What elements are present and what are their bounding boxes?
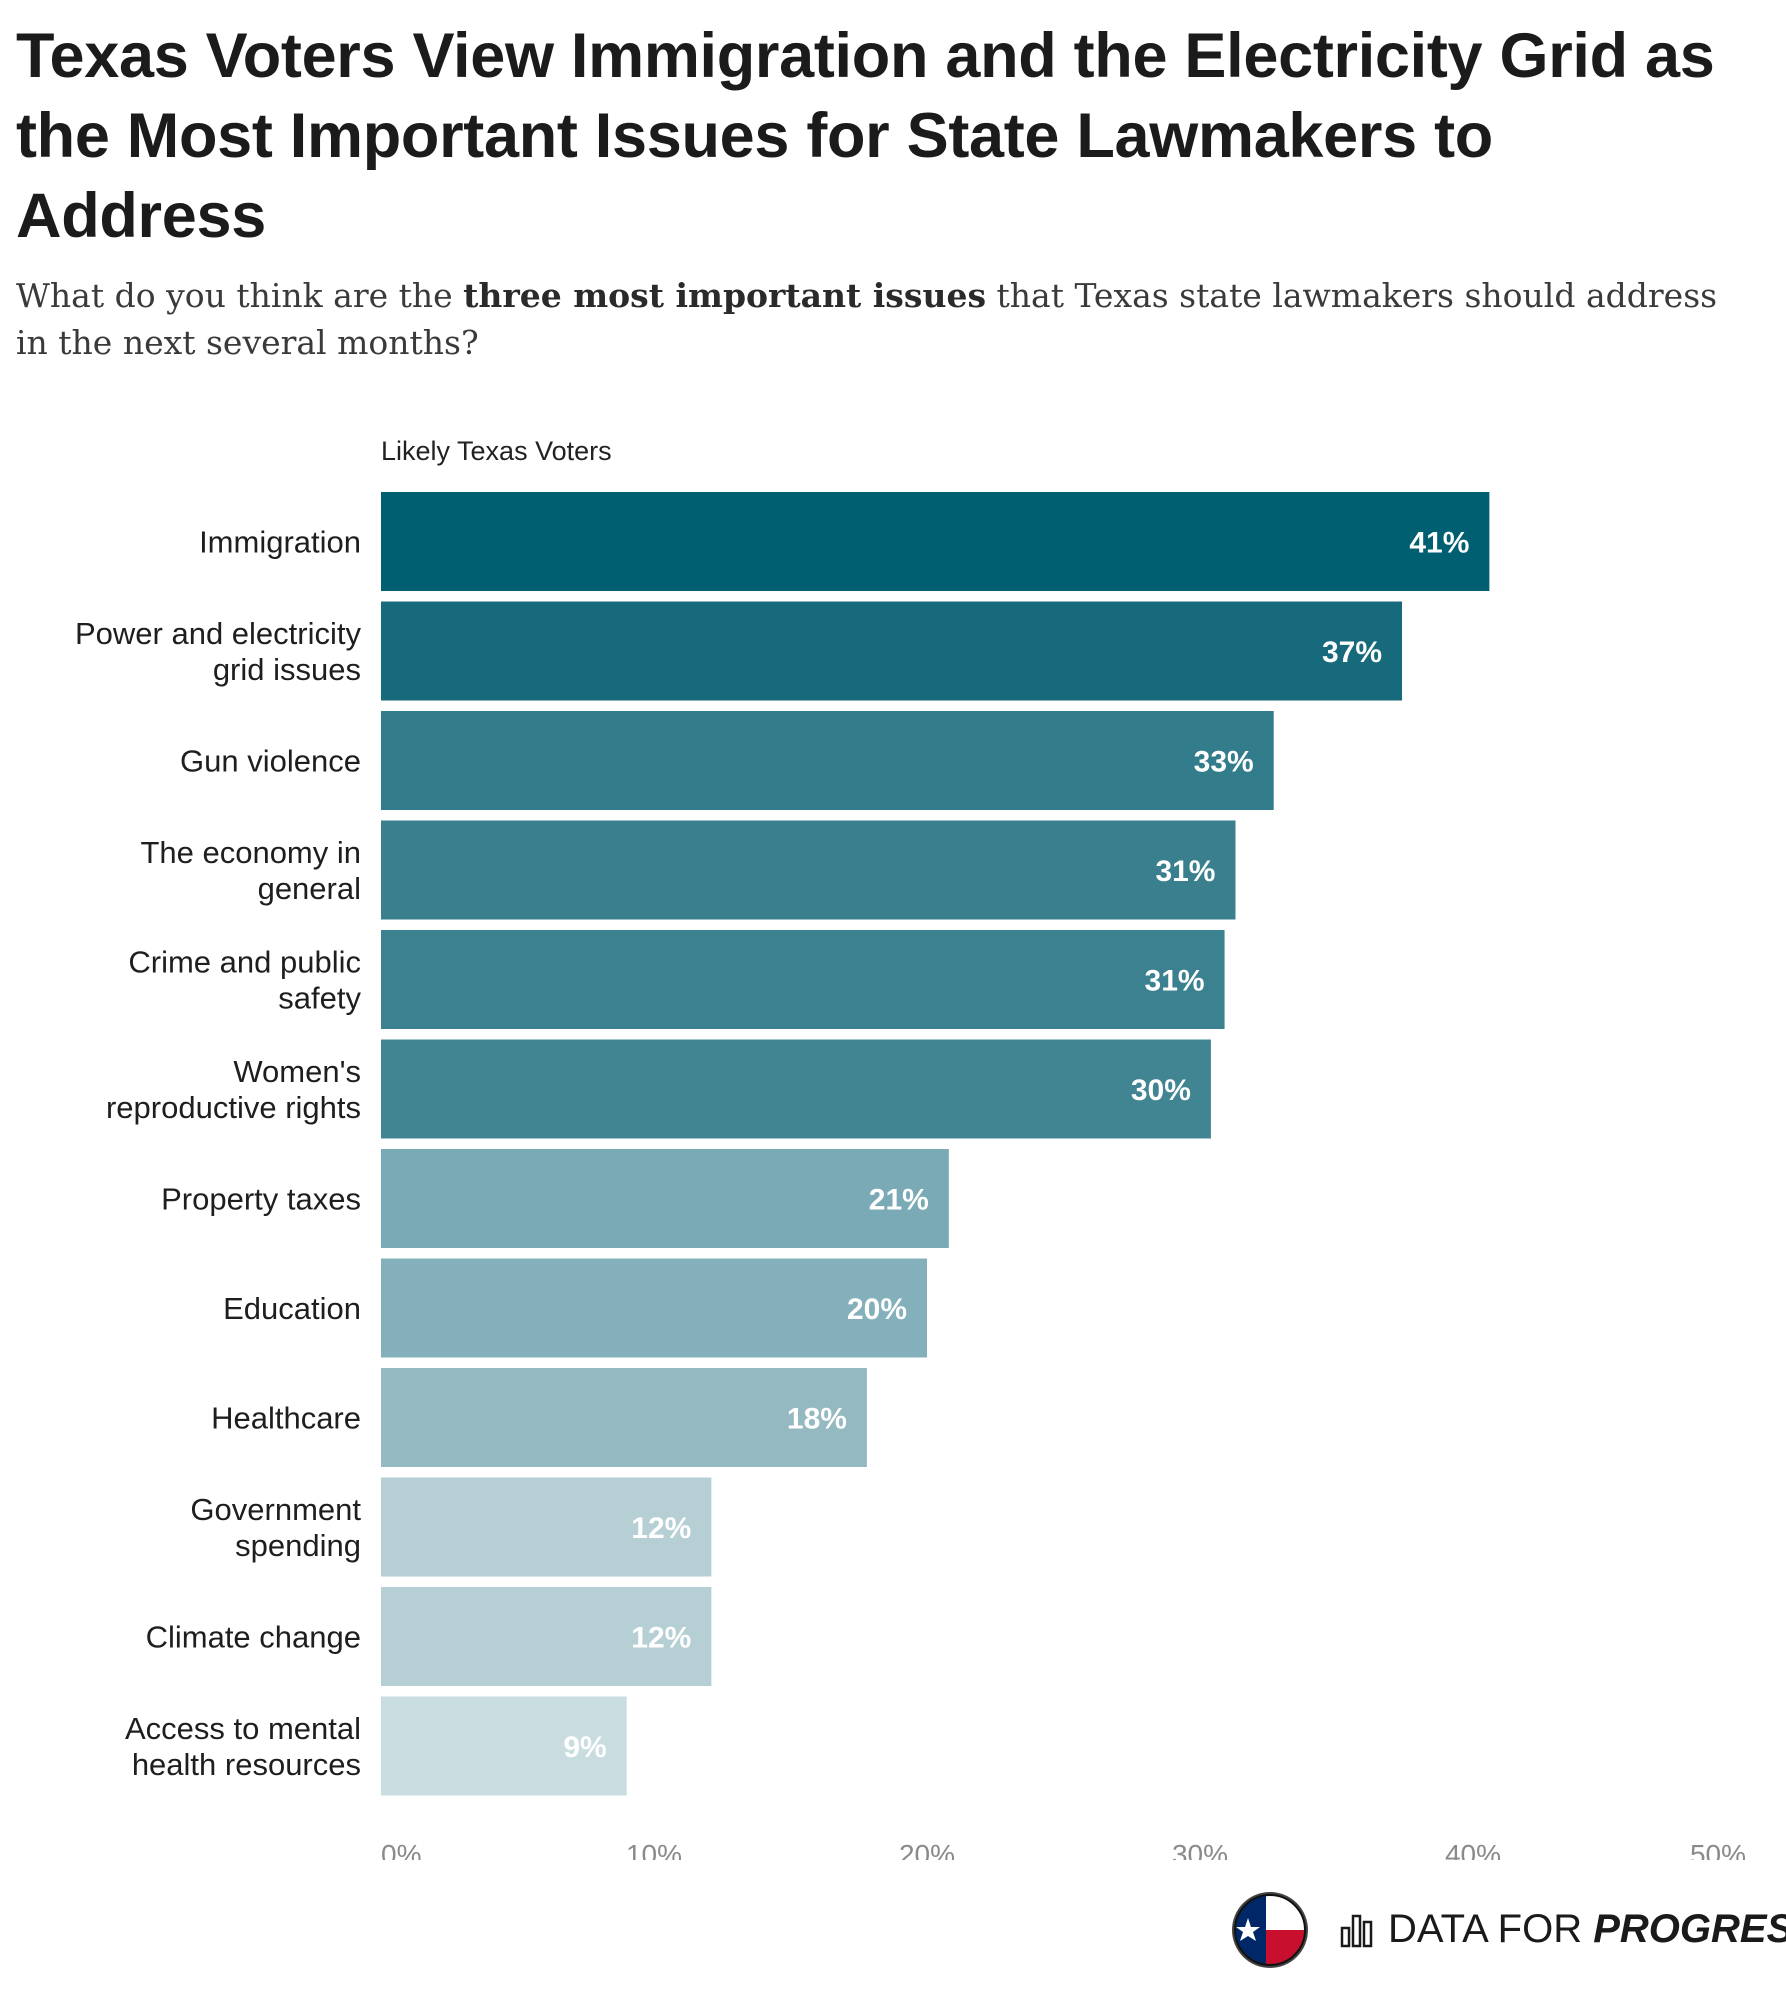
data-label: 30% — [1131, 1074, 1191, 1107]
bar — [381, 820, 1236, 920]
brand-logo: DATA FOR PROGRESS — [1230, 1890, 1786, 1970]
category-label-line: Government — [190, 1492, 361, 1527]
x-tick-label: 30% — [1172, 1839, 1228, 1860]
bar — [381, 1149, 949, 1248]
x-tick-label: 20% — [899, 1839, 955, 1860]
data-label: 31% — [1155, 855, 1215, 888]
bar — [381, 711, 1274, 810]
category-label: Immigration — [199, 525, 361, 560]
x-tick-label: 50% — [1690, 1839, 1746, 1860]
category-label-line: Education — [223, 1291, 361, 1326]
subtitle-text: What do you think are the — [16, 276, 464, 315]
category-label-line: reproductive rights — [106, 1090, 361, 1125]
brand-name: DATA FOR PROGRESS — [1388, 1904, 1786, 1954]
category-label-line: health resources — [132, 1747, 361, 1782]
bar — [381, 930, 1225, 1029]
category-label: Gun violence — [180, 744, 361, 779]
bar — [381, 492, 1490, 591]
data-label: 12% — [631, 1512, 691, 1545]
category-label-line: Climate change — [146, 1620, 361, 1655]
x-tick-label: 0% — [381, 1839, 421, 1860]
x-tick-label: 40% — [1445, 1839, 1501, 1860]
subtitle-text-end: that Texas state lawmakers should addres… — [16, 276, 1718, 362]
bar — [381, 1587, 712, 1686]
category-label-line: Power and electricity — [75, 616, 362, 651]
bar — [381, 1477, 712, 1577]
bar — [381, 1258, 927, 1358]
data-label: 9% — [563, 1731, 606, 1764]
bar — [381, 1039, 1211, 1139]
bar-chart-icon — [1340, 1914, 1373, 1948]
data-label: 20% — [847, 1293, 907, 1326]
series-label: Likely Texas Voters — [381, 436, 612, 466]
category-label: Climate change — [146, 1620, 361, 1655]
category-label-line: Gun violence — [180, 744, 361, 779]
brand-name-regular: DATA FOR — [1388, 1907, 1594, 1951]
category-label-line: Access to mental — [125, 1711, 361, 1746]
category-label-line: safety — [278, 981, 361, 1016]
category-label: Healthcare — [211, 1401, 361, 1436]
category-label-line: spending — [235, 1528, 361, 1563]
category-label-line: Property taxes — [161, 1182, 361, 1217]
category-label: Property taxes — [161, 1182, 361, 1217]
category-label: Crime and public safety — [128, 945, 361, 1016]
category-label: The economy in general — [140, 835, 361, 906]
data-label: 41% — [1409, 527, 1469, 560]
texas-flag-circle-icon — [1232, 1892, 1308, 1968]
category-label: Women's reproductive rights — [106, 1054, 361, 1125]
subtitle-emphasis: three most important issues — [463, 276, 987, 315]
category-label-line: Healthcare — [211, 1401, 361, 1436]
category-label-line: The economy in — [140, 835, 361, 870]
data-label: 31% — [1145, 965, 1205, 998]
category-label-line: grid issues — [213, 652, 361, 687]
category-label: Access to mental health resources — [125, 1711, 361, 1782]
x-tick-label: 10% — [626, 1839, 682, 1860]
category-label-line: general — [258, 871, 361, 906]
category-label: Education — [223, 1291, 361, 1326]
category-label-line: Women's — [233, 1054, 361, 1089]
category-label: Government spending — [190, 1492, 361, 1563]
category-label-line: Crime and public — [128, 945, 361, 980]
category-label-line: Immigration — [199, 525, 361, 560]
data-label: 37% — [1322, 636, 1382, 669]
brand-name-bold: PROGRESS — [1593, 1907, 1786, 1951]
bar — [381, 1696, 627, 1796]
chart-subtitle: What do you think are the three most imp… — [16, 272, 1756, 366]
data-label: 12% — [631, 1622, 691, 1655]
chart-title: Texas Voters View Immigration and the El… — [16, 21, 1715, 251]
bar — [381, 601, 1403, 701]
bar — [381, 1368, 867, 1467]
category-label: Power and electricity grid issues — [75, 616, 362, 687]
bar-chart: Likely Texas Voters 41% Immigration 37% Powe… — [75, 436, 1746, 1860]
data-label: 18% — [787, 1403, 847, 1436]
data-label: 21% — [869, 1184, 929, 1217]
data-label: 33% — [1194, 746, 1254, 779]
